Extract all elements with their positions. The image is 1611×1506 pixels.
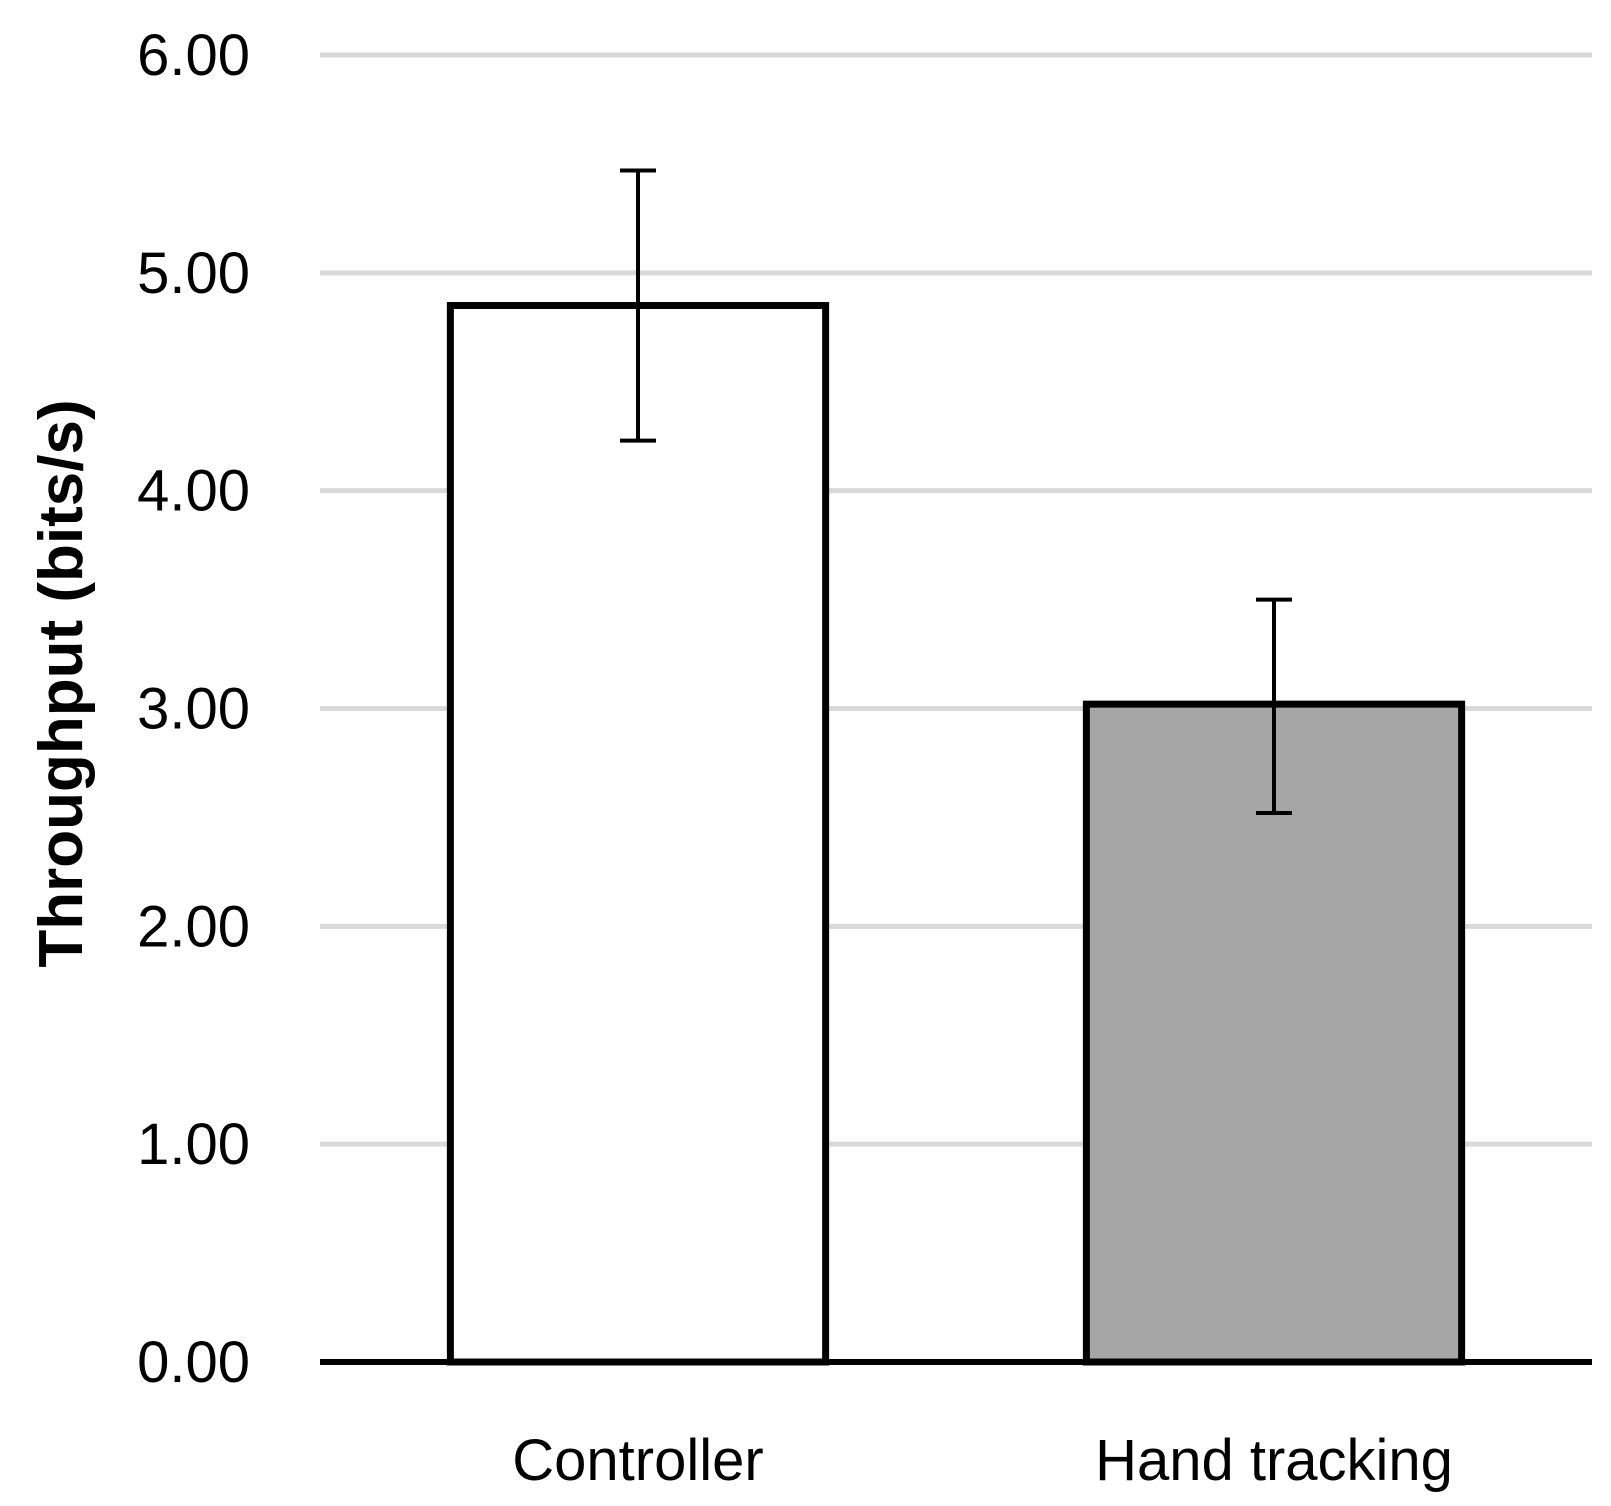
y-tick-label: 4.00 (137, 459, 250, 524)
y-tick-label: 6.00 (137, 23, 250, 88)
y-tick-label: 2.00 (137, 894, 250, 959)
bar-controller (446, 302, 830, 1366)
x-category-label: Controller (512, 1428, 763, 1493)
y-tick-label: 1.00 (137, 1112, 250, 1177)
y-tick-label: 5.00 (137, 241, 250, 306)
error-bars (620, 168, 1292, 816)
x-category-labels: Controller Hand tracking (512, 1428, 1453, 1493)
y-axis-title: Throughput (bits/s) (27, 399, 96, 967)
x-category-label: Hand tracking (1095, 1428, 1453, 1493)
error-bar (1256, 597, 1292, 816)
error-bar (620, 168, 656, 443)
bars (446, 302, 1466, 1366)
y-tick-label: 3.00 (137, 677, 250, 742)
y-tick-label: 0.00 (137, 1330, 250, 1395)
y-tick-labels: 0.00 1.00 2.00 3.00 4.00 5.00 6.00 (137, 23, 250, 1395)
